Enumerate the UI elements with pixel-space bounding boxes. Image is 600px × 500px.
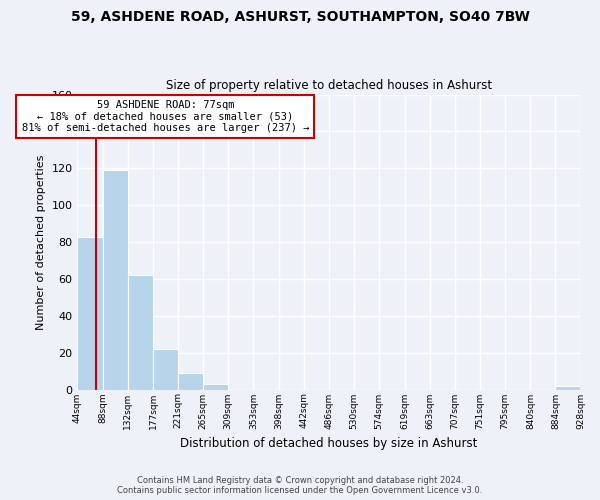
Bar	[178, 373, 203, 390]
Title: Size of property relative to detached houses in Ashurst: Size of property relative to detached ho…	[166, 79, 492, 92]
Bar	[203, 384, 228, 390]
X-axis label: Distribution of detached houses by size in Ashurst: Distribution of detached houses by size …	[181, 437, 478, 450]
Text: 59, ASHDENE ROAD, ASHURST, SOUTHAMPTON, SO40 7BW: 59, ASHDENE ROAD, ASHURST, SOUTHAMPTON, …	[71, 10, 529, 24]
Bar	[128, 275, 153, 390]
Y-axis label: Number of detached properties: Number of detached properties	[36, 154, 46, 330]
Bar	[103, 170, 128, 390]
Bar	[556, 386, 580, 390]
Text: 59 ASHDENE ROAD: 77sqm
← 18% of detached houses are smaller (53)
81% of semi-det: 59 ASHDENE ROAD: 77sqm ← 18% of detached…	[22, 100, 309, 134]
Text: Contains HM Land Registry data © Crown copyright and database right 2024.
Contai: Contains HM Land Registry data © Crown c…	[118, 476, 482, 495]
Bar	[153, 349, 178, 390]
Bar	[77, 236, 103, 390]
